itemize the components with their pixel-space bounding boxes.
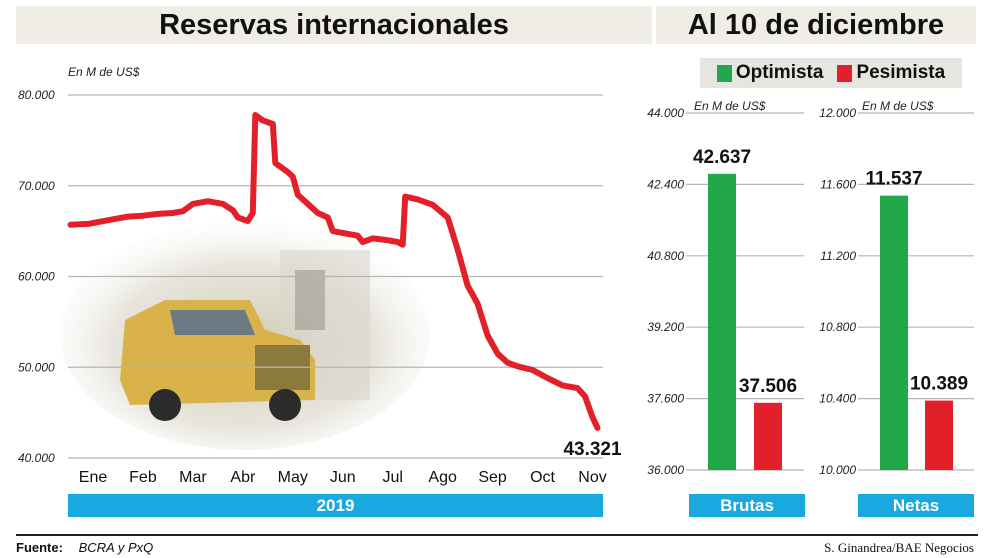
bar-chart-y-tick-label-netas: 11.200 <box>820 249 856 263</box>
line-chart-x-tick-label: Oct <box>530 469 555 486</box>
legend-label-optimista: Optimista <box>735 62 824 83</box>
line-chart-x-tick-label: May <box>278 469 308 486</box>
bar-chart-y-tick-label-netas: 10.800 <box>819 320 856 334</box>
line-chart-x-tick-label: Ene <box>79 469 108 486</box>
line-chart-axes: En M de US$ 80.000 70.000 60.000 50.000 40.00… <box>18 65 607 517</box>
line-chart-x-tick-label: Nov <box>578 469 606 486</box>
line-chart-series: 43.321 <box>67 112 622 460</box>
group-band-label-netas: Netas <box>893 496 939 515</box>
bar-value-label-brutas-pesimista: 37.506 <box>739 376 797 397</box>
bar-value-label-netas-pesimista: 10.389 <box>910 374 968 395</box>
footer-divider <box>16 534 978 536</box>
legend-swatch-optimista <box>716 64 732 82</box>
line-chart-unit-label: En M de US$ <box>68 65 140 79</box>
bar-chart-y-tick-label-netas: 12.000 <box>819 106 856 120</box>
line-chart-x-tick-label: Jun <box>330 469 356 486</box>
source-label: Fuente: <box>16 540 63 555</box>
bar-chart-y-tick-label-netas: 10.000 <box>819 463 856 477</box>
bar-chart-y-tick-label-brutas: 37.600 <box>647 392 684 406</box>
bar-brutas-pesimista <box>754 402 782 470</box>
year-band-label: 2019 <box>317 496 355 515</box>
source-note: Fuente: BCRA y PxQ <box>16 540 153 555</box>
line-chart-x-tick-label: Jul <box>382 469 402 486</box>
group-band-netas <box>858 494 974 517</box>
legend: Optimista Pesimista <box>700 58 962 88</box>
bar-chart-y-tick-label-brutas: 42.400 <box>647 177 684 191</box>
bar-chart-y-tick-label-brutas: 36.000 <box>647 463 684 477</box>
line-chart-y-tick-label: 80.000 <box>18 88 55 102</box>
line-chart-x-tick-label: Feb <box>129 469 157 486</box>
legend-item-optimista: Optimista <box>716 62 824 84</box>
bar-chart-y-tick-label-brutas: 40.800 <box>647 249 684 263</box>
chart-title-reservas: Reservas internacionales <box>16 6 652 44</box>
bar-value-label-netas-optimista: 11.537 <box>865 169 922 190</box>
bar-brutas-optimista <box>708 173 736 471</box>
credit-note: S. Ginandrea/BAE Negocios <box>824 540 974 555</box>
bar-chart-unit-label-brutas: En M de US$ <box>694 99 766 113</box>
bar-value-label-brutas-optimista: 42.637 <box>693 147 751 168</box>
line-chart-x-tick-label: Sep <box>478 469 507 486</box>
bar-chart-y-tick-label-brutas: 44.000 <box>647 106 684 120</box>
bar-chart-unit-label-netas: En M de US$ <box>862 99 934 113</box>
line-chart-x-tick-label: Mar <box>179 469 207 486</box>
group-band-brutas <box>689 494 805 517</box>
bar-chart-y-tick-label-netas: 10.400 <box>819 392 856 406</box>
line-chart-y-tick-label: 60.000 <box>18 270 55 284</box>
bar-netas-pesimista <box>925 400 953 470</box>
line-chart-x-tick-label: Abr <box>230 469 256 486</box>
legend-label-pesimista: Pesimista <box>856 62 946 83</box>
line-chart-y-tick-label: 70.000 <box>18 179 55 193</box>
year-band <box>68 494 603 517</box>
bar-netas-optimista <box>880 195 908 470</box>
group-band-label-brutas: Brutas <box>720 496 774 515</box>
legend-swatch-pesimista <box>837 64 853 82</box>
bar-chart-y-tick-label-netas: 11.600 <box>820 177 856 191</box>
line-chart-x-tick-label: Ago <box>428 469 457 486</box>
legend-item-pesimista: Pesimista <box>837 62 945 84</box>
armored-truck-photo <box>60 220 430 450</box>
source-value: BCRA y PxQ <box>78 540 154 555</box>
reserves-series-line <box>67 112 601 431</box>
bar-chart-y-tick-label-brutas: 39.200 <box>647 320 684 334</box>
bar-charts: En M de US$ 44.000 42.400 40.800 39.200 37.60… <box>647 99 974 517</box>
line-chart-y-tick-label: 40.000 <box>18 451 55 465</box>
line-end-value-label: 43.321 <box>563 439 622 460</box>
line-chart-y-tick-label: 50.000 <box>18 360 55 374</box>
chart-title-diciembre: Al 10 de diciembre <box>656 6 976 44</box>
